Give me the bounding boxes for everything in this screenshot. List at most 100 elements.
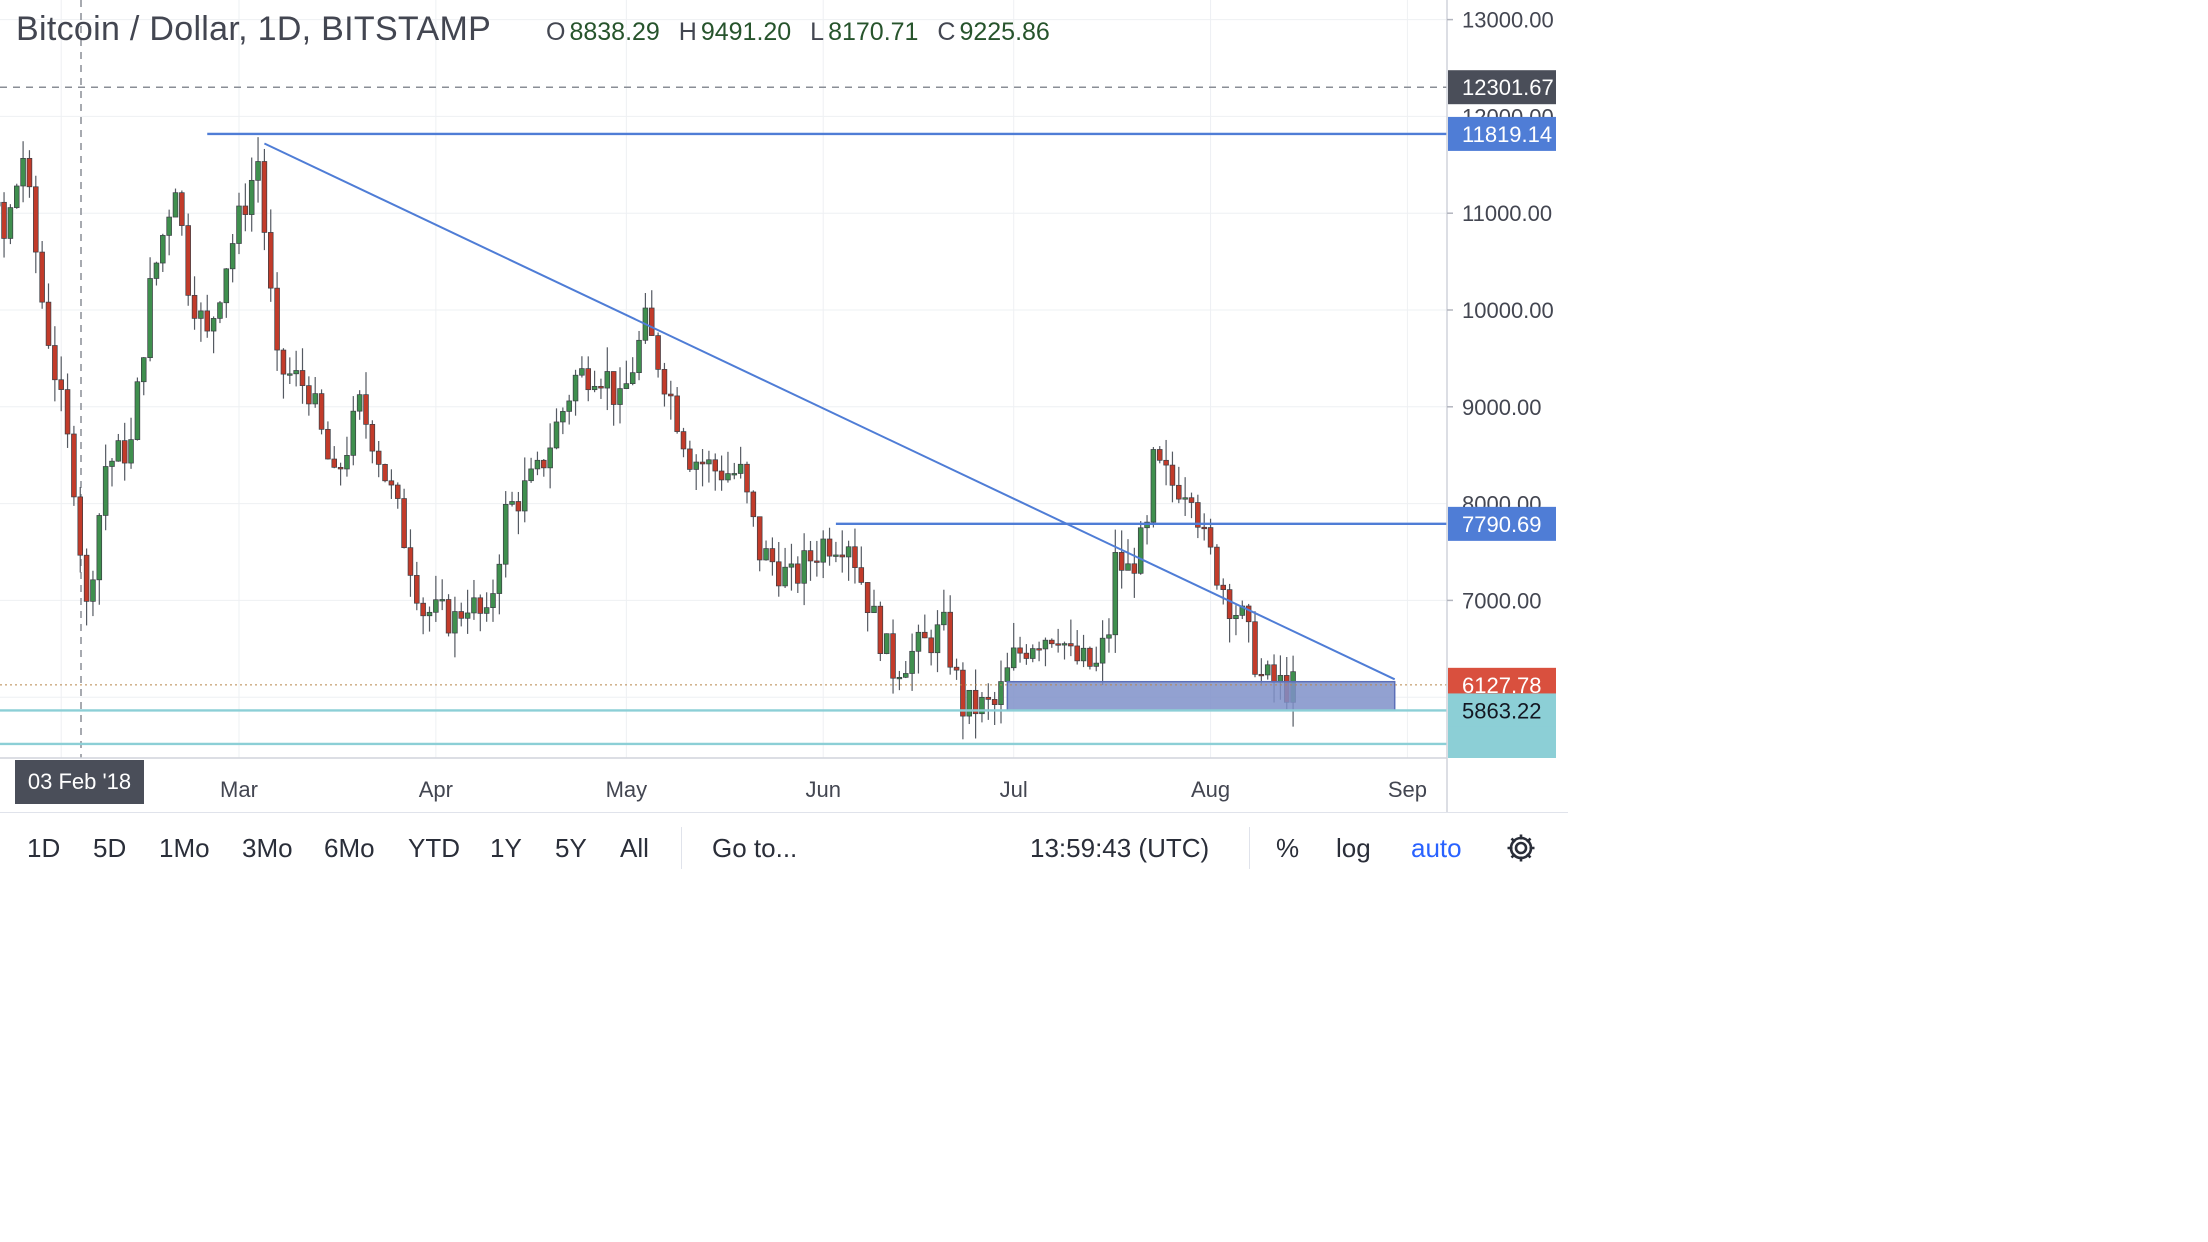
low-value: 8170.71 xyxy=(828,18,919,46)
candle-up xyxy=(1080,647,1087,662)
candle-down xyxy=(953,666,960,671)
candle-up xyxy=(490,593,496,608)
chart-title: Bitcoin / Dollar, 1D, BITSTAMP xyxy=(16,10,492,48)
candle-up xyxy=(236,205,242,244)
range-1d-button[interactable]: 1D xyxy=(27,833,61,863)
candle-up xyxy=(471,597,477,614)
candle-down xyxy=(33,186,39,253)
candle-down xyxy=(52,345,58,381)
candle-down xyxy=(179,192,185,226)
candle-down xyxy=(375,450,382,465)
candle-up xyxy=(782,566,788,587)
candle-down xyxy=(680,431,687,450)
bottom-toolbar: 1D 5D 1Mo 3Mo 6Mo YTD 1Y 5Y All Go to...… xyxy=(0,812,1568,883)
candle-up xyxy=(1182,497,1188,500)
candle-up xyxy=(90,579,96,602)
candle-up xyxy=(223,268,230,304)
gear-icon[interactable] xyxy=(1505,832,1537,864)
candle-down xyxy=(382,464,388,482)
utc-clock[interactable]: 13:59:43 (UTC) xyxy=(1030,833,1210,863)
candle-down xyxy=(407,547,414,576)
candle-down xyxy=(1271,664,1277,683)
candle-down xyxy=(1214,546,1220,586)
candle-down xyxy=(807,550,814,562)
candle-up xyxy=(725,473,731,481)
candle-up xyxy=(356,394,363,412)
time-tick-label: Jul xyxy=(1000,777,1028,802)
candle-down xyxy=(922,631,928,639)
candle-up xyxy=(14,185,20,208)
low-label: L xyxy=(810,18,825,46)
range-5d-button[interactable]: 5D xyxy=(93,833,127,863)
candle-down xyxy=(655,335,661,370)
price-tick-label: 11000.00 xyxy=(1462,201,1552,226)
candle-down xyxy=(191,294,198,319)
candlestick-series xyxy=(0,137,1296,740)
candle-up xyxy=(96,515,103,581)
candle-up xyxy=(452,611,458,634)
candle-up xyxy=(693,461,699,470)
candle-up xyxy=(464,612,471,619)
candle-down xyxy=(77,496,83,556)
range-1y-button[interactable]: 1Y xyxy=(490,833,522,863)
candle-down xyxy=(1068,643,1074,647)
candle-down xyxy=(242,205,249,215)
resistance-mid-label: 7790.69 xyxy=(1462,512,1542,537)
candle-down xyxy=(420,602,426,617)
range-3mo-button[interactable]: 3Mo xyxy=(242,833,293,863)
go-to-button[interactable]: Go to... xyxy=(712,833,798,863)
candle-up xyxy=(966,689,972,717)
candle-up xyxy=(763,548,769,561)
candle-up xyxy=(1112,552,1119,636)
candle-up xyxy=(909,650,915,674)
candle-down xyxy=(1087,647,1093,667)
candle-down xyxy=(1163,459,1169,466)
candle-up xyxy=(198,310,204,319)
candle-down xyxy=(661,369,668,395)
candle-down xyxy=(445,599,452,634)
candle-down xyxy=(299,370,306,386)
auto-scale-button[interactable]: auto xyxy=(1411,833,1462,863)
candle-down xyxy=(864,582,871,614)
candle-down xyxy=(401,498,407,549)
close-value: 9225.86 xyxy=(959,18,1050,46)
candle-down xyxy=(1195,502,1201,528)
candle-up xyxy=(547,447,553,469)
percent-scale-button[interactable]: % xyxy=(1276,833,1300,863)
range-6mo-button[interactable]: 6Mo xyxy=(324,833,375,863)
toolbar-divider xyxy=(681,827,682,869)
range-ytd-button[interactable]: YTD xyxy=(408,833,460,863)
range-5y-button[interactable]: 5Y xyxy=(555,833,587,863)
range-1mo-button[interactable]: 1Mo xyxy=(159,833,210,863)
candle-up xyxy=(998,681,1004,705)
range-all-button[interactable]: All xyxy=(620,833,649,863)
candle-down xyxy=(1118,552,1125,571)
candle-down xyxy=(268,232,274,289)
candle-down xyxy=(858,567,865,583)
candle-up xyxy=(706,459,712,465)
candle-down xyxy=(1049,639,1055,645)
high-label: H xyxy=(678,18,697,46)
candle-up xyxy=(229,243,236,270)
candle-up xyxy=(483,607,490,614)
candle-down xyxy=(1023,652,1030,659)
candle-down xyxy=(947,611,953,668)
candle-up xyxy=(553,421,560,449)
candle-up xyxy=(210,318,217,332)
price-chart[interactable]: 13000.00 11000.00 10000.00 9000.00 7000.00 12… xyxy=(0,0,1568,812)
candle-up xyxy=(7,207,14,239)
resistance-mid-label-bg xyxy=(1448,506,1556,541)
candle-up xyxy=(509,501,515,505)
candle-up xyxy=(534,459,541,470)
candle-down xyxy=(1156,449,1163,461)
candle-up xyxy=(941,611,947,626)
price-tick-label: 9000.00 xyxy=(1462,395,1542,420)
candle-up xyxy=(287,373,293,376)
candle-up xyxy=(1099,637,1106,664)
candle-up xyxy=(737,463,744,474)
resistance-high-label: 11819.14 xyxy=(1462,122,1552,147)
log-scale-button[interactable]: log xyxy=(1336,833,1371,863)
candle-down xyxy=(64,389,71,435)
candle-down xyxy=(1226,589,1233,620)
candle-up xyxy=(102,466,109,516)
